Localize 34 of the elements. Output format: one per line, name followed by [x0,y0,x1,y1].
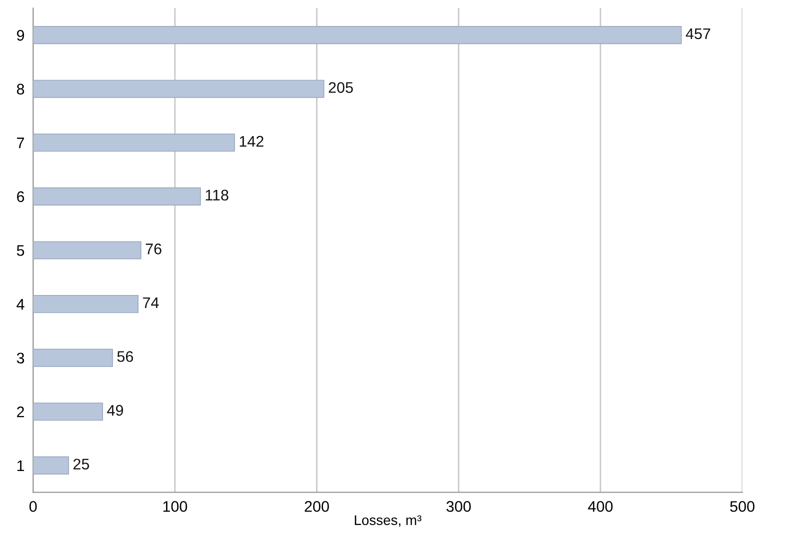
bar [33,295,138,314]
bar [33,456,69,474]
bar [33,80,324,98]
y-tick-label: 5 [16,245,24,256]
data-label: 142 [240,136,264,147]
y-tick-label: 3 [16,352,24,364]
bar [33,241,142,260]
x-tick-label: 400 [588,501,613,512]
bar [33,402,104,421]
x-tick-label: 0 [29,501,37,512]
data-label: 457 [686,28,710,40]
x-tick-label: 200 [304,501,329,512]
y-tick-label: 1 [17,460,24,471]
bar [33,348,113,367]
data-label: 56 [117,351,134,362]
data-label: 76 [146,244,162,254]
x-tick-label: 300 [446,501,471,512]
bar [33,26,682,44]
bar [33,187,201,206]
x-tick-label: 500 [730,501,754,512]
y-tick-label: 4 [16,299,24,310]
data-label: 205 [328,82,353,93]
data-label: 49 [107,404,124,416]
data-label: 25 [73,458,90,470]
data-label: 74 [143,297,159,308]
y-tick-label: 2 [17,406,24,418]
y-tick-label: 9 [16,30,24,41]
bar [33,134,235,152]
x-tick-label: 100 [163,501,188,512]
data-label: 118 [206,190,228,201]
x-axis-title: Losses, m³ [354,515,422,527]
y-tick-label: 6 [17,191,24,202]
y-tick-label: 8 [16,84,24,95]
y-tick-label: 7 [17,138,24,148]
